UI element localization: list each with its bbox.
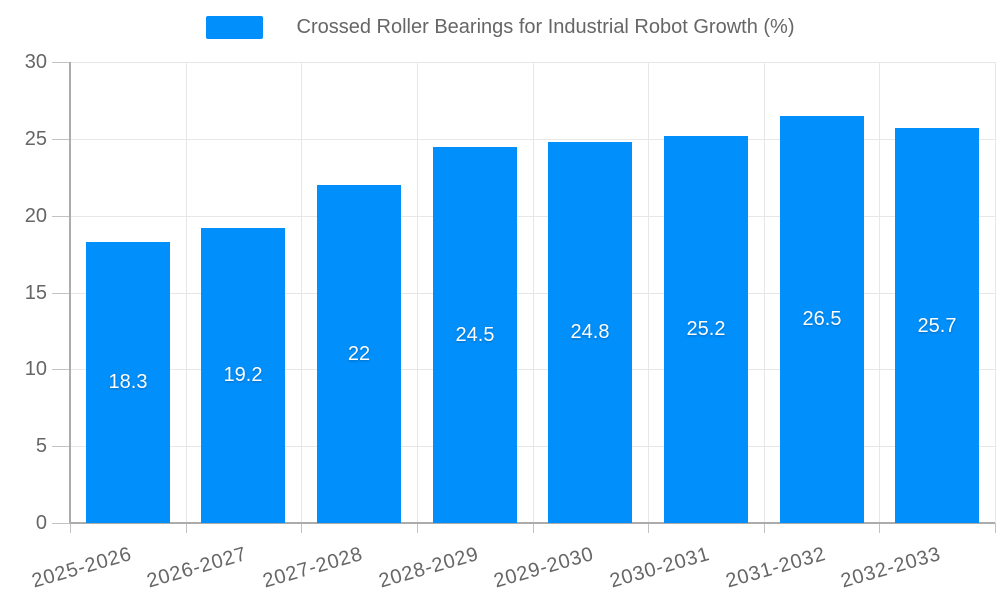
y-tick-label: 5 xyxy=(35,435,47,457)
legend-marker xyxy=(205,15,263,39)
bar[interactable] xyxy=(201,228,285,523)
y-tick-label: 30 xyxy=(24,51,47,73)
bar-value-label: 22 xyxy=(347,343,371,365)
bar-value-label: 26.5 xyxy=(802,308,842,330)
y-tick-mark xyxy=(52,139,70,140)
bar[interactable] xyxy=(433,147,517,523)
legend-item[interactable]: Crossed Roller Bearings for Industrial R… xyxy=(205,14,795,40)
y-tick-label: 10 xyxy=(24,358,47,380)
legend-label: Crossed Roller Bearings for Industrial R… xyxy=(296,16,795,38)
y-tick-mark xyxy=(52,523,70,524)
x-tick-mark xyxy=(417,523,418,533)
x-gridline xyxy=(301,62,302,523)
y-tick-label: 20 xyxy=(24,205,47,227)
x-gridline xyxy=(879,62,880,523)
y-gridline xyxy=(70,62,995,63)
bar[interactable] xyxy=(664,136,748,523)
x-tick-mark xyxy=(764,523,765,533)
y-gridline xyxy=(70,369,995,370)
y-tick-mark xyxy=(52,62,70,63)
chart-legend: Crossed Roller Bearings for Industrial R… xyxy=(0,14,1000,40)
x-tick-mark xyxy=(648,523,649,533)
bar[interactable] xyxy=(86,242,170,523)
bar-value-label: 19.2 xyxy=(223,364,263,386)
y-axis-line xyxy=(69,62,71,523)
bar[interactable] xyxy=(548,142,632,523)
bar-value-label: 25.7 xyxy=(917,315,957,337)
bar[interactable] xyxy=(895,128,979,523)
y-tick-mark xyxy=(52,369,70,370)
y-tick-label: 15 xyxy=(24,282,47,304)
y-gridline xyxy=(70,446,995,447)
x-tick-mark xyxy=(301,523,302,533)
x-tick-mark xyxy=(533,523,534,533)
x-gridline xyxy=(533,62,534,523)
bar-value-label: 24.5 xyxy=(455,324,495,346)
x-gridline xyxy=(186,62,187,523)
bar-value-label: 18.3 xyxy=(108,371,148,393)
x-axis-line xyxy=(70,522,995,524)
x-tick-mark xyxy=(70,523,71,533)
bar[interactable] xyxy=(317,185,401,523)
x-gridline xyxy=(648,62,649,523)
y-tick-mark xyxy=(52,293,70,294)
x-tick-mark xyxy=(186,523,187,533)
y-tick-label: 25 xyxy=(24,128,47,150)
y-gridline xyxy=(70,293,995,294)
y-tick-mark xyxy=(52,446,70,447)
x-gridline xyxy=(764,62,765,523)
y-gridline xyxy=(70,139,995,140)
x-tick-mark xyxy=(995,523,996,533)
bar-value-label: 24.8 xyxy=(570,321,610,343)
x-gridline xyxy=(995,62,996,523)
x-gridline xyxy=(417,62,418,523)
bar[interactable] xyxy=(780,116,864,523)
y-tick-mark xyxy=(52,216,70,217)
bar-value-label: 25.2 xyxy=(686,318,726,340)
y-gridline xyxy=(70,216,995,217)
x-tick-mark xyxy=(879,523,880,533)
y-tick-label: 0 xyxy=(35,512,47,534)
